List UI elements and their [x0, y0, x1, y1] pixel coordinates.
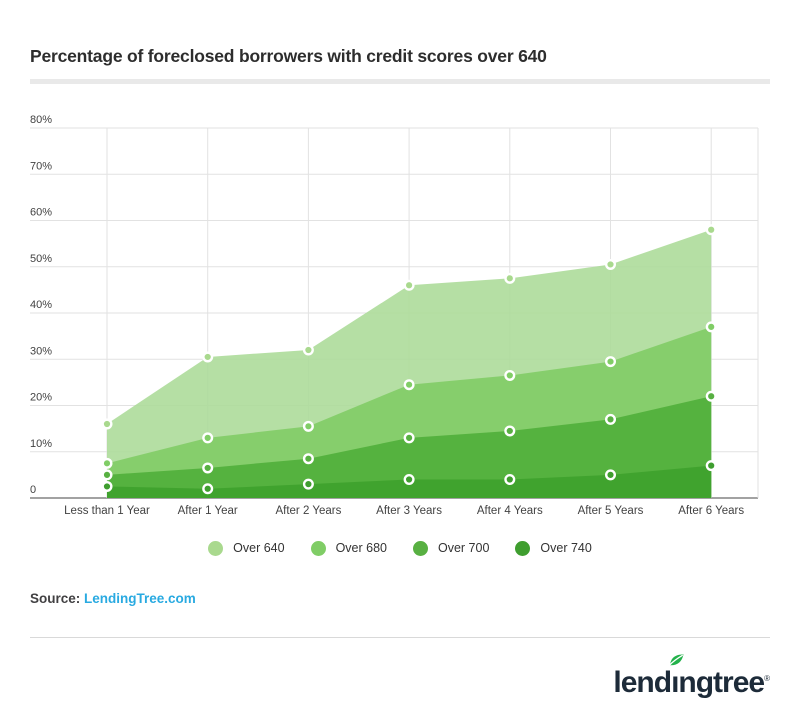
legend-label: Over 680 — [335, 541, 387, 555]
point-over-640[interactable] — [504, 272, 516, 284]
point-over-700[interactable] — [403, 432, 415, 444]
point-over-740[interactable] — [302, 478, 314, 490]
legend-label: Over 640 — [233, 541, 285, 555]
chart-title: Percentage of foreclosed borrowers with … — [30, 46, 547, 66]
y-axis-label: 40% — [30, 299, 52, 311]
y-axis-label: 50% — [30, 253, 52, 265]
point-over-640[interactable] — [202, 351, 214, 363]
legend-swatch — [413, 540, 428, 556]
point-over-700[interactable] — [504, 425, 516, 437]
area-over-700 — [107, 396, 712, 498]
y-axis-label: 0 — [30, 484, 36, 496]
point-over-740[interactable] — [504, 474, 516, 486]
point-over-740[interactable] — [605, 469, 617, 481]
point-over-640[interactable] — [705, 224, 717, 236]
footer-divider — [30, 637, 770, 638]
point-over-680[interactable] — [403, 379, 415, 391]
legend-label: Over 740 — [540, 541, 592, 555]
legend-item-over-640: Over 640 — [208, 540, 285, 556]
logo-letter-i: ı — [668, 654, 684, 698]
logo-text-right: ngtree — [678, 666, 765, 699]
x-axis-label: After 1 Year — [178, 505, 238, 517]
y-axis-label: 80% — [30, 114, 52, 126]
x-axis-label: After 5 Years — [578, 505, 644, 517]
point-over-740[interactable] — [101, 480, 113, 492]
point-over-740[interactable] — [705, 460, 717, 472]
source-label: Source: — [30, 591, 81, 606]
legend-swatch — [208, 540, 224, 556]
point-over-680[interactable] — [101, 457, 113, 469]
title-divider — [30, 79, 770, 84]
legend-label: Over 700 — [438, 541, 490, 555]
point-over-700[interactable] — [705, 390, 717, 402]
chart-legend: Over 640 Over 680 Over 700 Over 740 — [0, 538, 800, 558]
point-over-640[interactable] — [302, 344, 314, 356]
legend-swatch — [515, 540, 531, 556]
point-over-640[interactable] — [101, 418, 113, 430]
point-over-680[interactable] — [705, 321, 717, 333]
x-axis-label: After 2 Years — [275, 505, 341, 517]
source-line: Source: LendingTree.com — [30, 591, 196, 606]
point-over-680[interactable] — [302, 420, 314, 432]
point-over-640[interactable] — [403, 279, 415, 291]
legend-item-over-680: Over 680 — [310, 540, 387, 556]
x-axis-label: After 3 Years — [376, 505, 442, 517]
lendingtree-logo-text: lendı ngtree® — [613, 654, 770, 702]
y-axis-label: 30% — [30, 345, 52, 357]
x-axis-label: After 4 Years — [477, 505, 543, 517]
chart-area: 0 10% 20% 30% 40% 50% 60% 70% 80% Less than 1 Yea… — [30, 112, 790, 524]
point-over-700[interactable] — [605, 413, 617, 425]
leaf-icon — [668, 654, 684, 667]
y-axis-label: 60% — [30, 207, 52, 219]
point-over-740[interactable] — [403, 474, 415, 486]
legend-item-over-740: Over 740 — [515, 540, 592, 556]
lendingtree-logo: lendı ngtree® — [613, 650, 770, 702]
source-link[interactable]: LendingTree.com — [84, 591, 196, 606]
y-axis-label: 10% — [30, 438, 52, 450]
point-over-700[interactable] — [101, 469, 113, 481]
point-over-640[interactable] — [605, 258, 617, 270]
point-over-680[interactable] — [504, 369, 516, 381]
x-axis-label: Less than 1 Year — [64, 505, 150, 517]
point-over-680[interactable] — [202, 432, 214, 444]
logo-trademark: ® — [764, 674, 770, 683]
y-axis-label: 70% — [30, 160, 52, 172]
point-over-700[interactable] — [202, 462, 214, 474]
x-axis-label: After 6 Years — [678, 505, 744, 517]
y-axis-label: 20% — [30, 392, 52, 404]
legend-swatch — [310, 540, 326, 556]
point-over-740[interactable] — [202, 483, 214, 495]
point-over-700[interactable] — [302, 453, 314, 465]
point-over-680[interactable] — [605, 356, 617, 368]
legend-item-over-700: Over 700 — [413, 540, 490, 556]
area-chart-svg: 0 10% 20% 30% 40% 50% 60% 70% 80% Less than 1 Yea… — [30, 114, 759, 517]
logo-text-left: lend — [613, 666, 672, 699]
